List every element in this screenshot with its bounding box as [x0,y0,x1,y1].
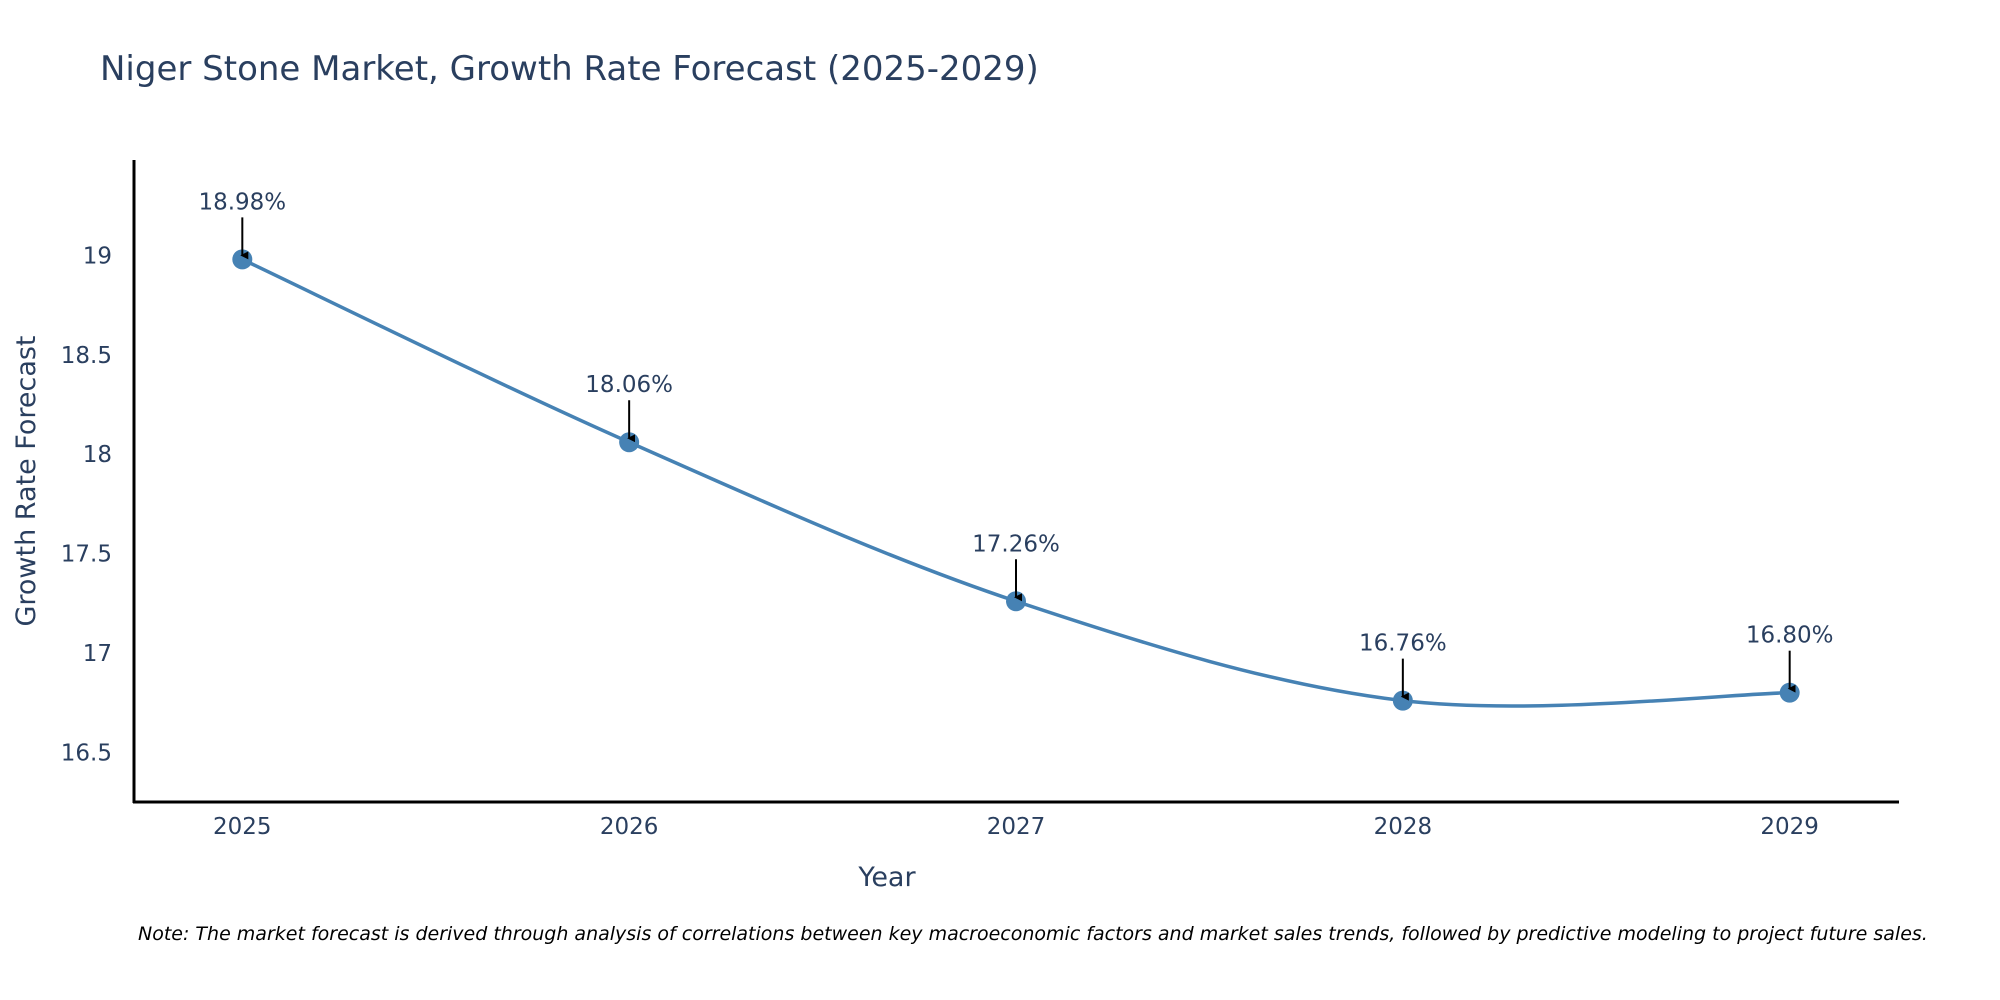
y-tick-label: 16.5 [61,740,112,766]
y-tick-label: 17.5 [61,542,112,568]
y-axis-ticks: 16.5 17 17.5 18 18.5 19 [61,243,112,766]
series-line [241,257,1790,708]
y-axis-title: Growth Rate Forecast [11,335,42,626]
data-label: 18.98% [198,189,286,215]
y-tick-label: 18.5 [61,343,112,369]
x-tick-label: 2028 [1374,814,1433,840]
data-label: 18.06% [585,372,673,398]
y-tick-label: 19 [83,243,112,269]
x-tick-label: 2026 [600,814,659,840]
x-axis-ticks: 2025 2026 2027 2028 2029 [213,814,1819,840]
data-label-annotations: 18.98% 18.06% 17.26% 16.76% 16.80% [198,189,1834,701]
y-tick-label: 18 [83,442,112,468]
x-tick-label: 2029 [1760,814,1819,840]
chart-title: Niger Stone Market, Growth Rate Forecast… [100,49,1039,89]
y-tick-label: 17 [83,641,112,667]
data-label: 16.76% [1359,631,1447,657]
x-axis-title: Year [857,862,916,893]
footnote: Note: The market forecast is derived thr… [138,923,1928,945]
series-markers [232,249,1800,711]
x-tick-label: 2027 [987,814,1046,840]
data-label: 16.80% [1746,623,1834,649]
data-label: 17.26% [972,531,1060,557]
x-tick-label: 2025 [213,814,272,840]
